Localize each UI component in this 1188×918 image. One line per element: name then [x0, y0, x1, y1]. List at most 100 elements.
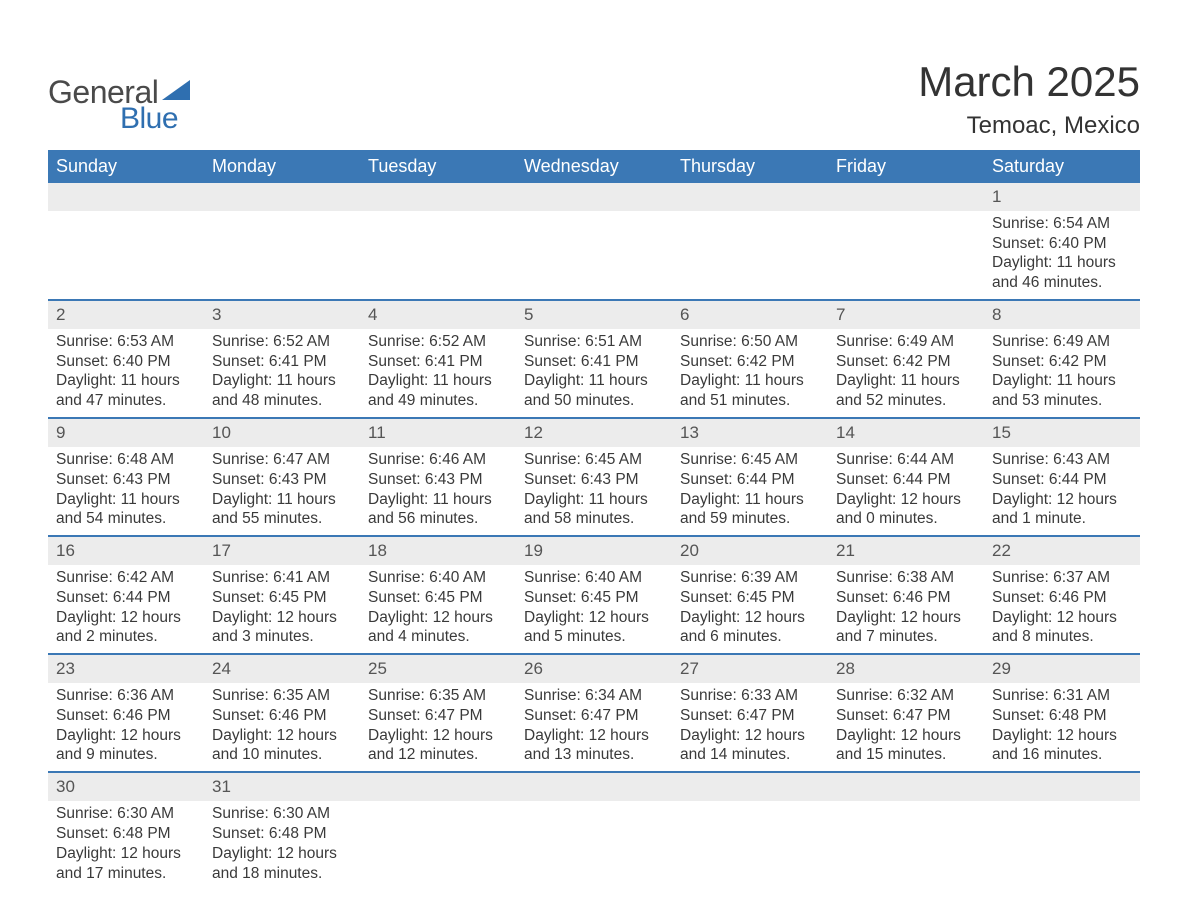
day-number-row: 3031 — [48, 772, 1140, 801]
day-ss: Sunset: 6:43 PM — [56, 470, 196, 490]
day-number-cell: 25 — [360, 654, 516, 683]
header: General Blue March 2025 Temoac, Mexico — [48, 48, 1140, 140]
day-ss: Sunset: 6:41 PM — [212, 352, 352, 372]
day-detail-cell: Sunrise: 6:32 AMSunset: 6:47 PMDaylight:… — [828, 683, 984, 772]
month-title: March 2025 — [918, 58, 1140, 106]
day-d1: Daylight: 12 hours — [212, 844, 352, 864]
day-number-cell: 4 — [360, 300, 516, 329]
day-number-cell — [828, 183, 984, 211]
day-ss: Sunset: 6:46 PM — [992, 588, 1132, 608]
day-number-cell: 31 — [204, 772, 360, 801]
day-number-cell: 16 — [48, 536, 204, 565]
day-d1: Daylight: 12 hours — [836, 608, 976, 628]
day-detail-row: Sunrise: 6:36 AMSunset: 6:46 PMDaylight:… — [48, 683, 1140, 772]
day-detail-cell: Sunrise: 6:30 AMSunset: 6:48 PMDaylight:… — [48, 801, 204, 889]
day-number-cell: 18 — [360, 536, 516, 565]
day-number-cell: 2 — [48, 300, 204, 329]
calendar-body: 1Sunrise: 6:54 AMSunset: 6:40 PMDaylight… — [48, 183, 1140, 889]
day-d2: and 59 minutes. — [680, 509, 820, 529]
day-sr: Sunrise: 6:43 AM — [992, 450, 1132, 470]
day-number-row: 1 — [48, 183, 1140, 211]
day-detail-cell: Sunrise: 6:37 AMSunset: 6:46 PMDaylight:… — [984, 565, 1140, 654]
day-ss: Sunset: 6:45 PM — [368, 588, 508, 608]
day-d1: Daylight: 12 hours — [368, 608, 508, 628]
day-header: Saturday — [984, 150, 1140, 183]
day-ss: Sunset: 6:40 PM — [992, 234, 1132, 254]
day-detail-cell — [48, 211, 204, 300]
title-block: March 2025 Temoac, Mexico — [918, 48, 1140, 140]
logo-triangle-icon — [162, 80, 190, 104]
day-detail-cell: Sunrise: 6:36 AMSunset: 6:46 PMDaylight:… — [48, 683, 204, 772]
day-d2: and 18 minutes. — [212, 864, 352, 884]
day-ss: Sunset: 6:45 PM — [524, 588, 664, 608]
day-d1: Daylight: 11 hours — [212, 490, 352, 510]
day-number-cell: 15 — [984, 418, 1140, 447]
day-d1: Daylight: 11 hours — [680, 490, 820, 510]
day-sr: Sunrise: 6:30 AM — [212, 804, 352, 824]
day-d1: Daylight: 11 hours — [56, 490, 196, 510]
day-ss: Sunset: 6:44 PM — [836, 470, 976, 490]
day-sr: Sunrise: 6:52 AM — [368, 332, 508, 352]
day-sr: Sunrise: 6:49 AM — [836, 332, 976, 352]
day-d2: and 58 minutes. — [524, 509, 664, 529]
day-d2: and 16 minutes. — [992, 745, 1132, 765]
day-detail-cell: Sunrise: 6:53 AMSunset: 6:40 PMDaylight:… — [48, 329, 204, 418]
day-sr: Sunrise: 6:36 AM — [56, 686, 196, 706]
day-detail-row: Sunrise: 6:30 AMSunset: 6:48 PMDaylight:… — [48, 801, 1140, 889]
day-d1: Daylight: 12 hours — [680, 608, 820, 628]
day-header-row: Sunday Monday Tuesday Wednesday Thursday… — [48, 150, 1140, 183]
day-ss: Sunset: 6:46 PM — [212, 706, 352, 726]
day-number-row: 9101112131415 — [48, 418, 1140, 447]
day-detail-cell: Sunrise: 6:47 AMSunset: 6:43 PMDaylight:… — [204, 447, 360, 536]
day-ss: Sunset: 6:45 PM — [212, 588, 352, 608]
day-sr: Sunrise: 6:40 AM — [524, 568, 664, 588]
day-detail-cell — [360, 801, 516, 889]
day-d2: and 3 minutes. — [212, 627, 352, 647]
day-detail-row: Sunrise: 6:48 AMSunset: 6:43 PMDaylight:… — [48, 447, 1140, 536]
day-sr: Sunrise: 6:32 AM — [836, 686, 976, 706]
day-number-cell: 1 — [984, 183, 1140, 211]
day-ss: Sunset: 6:45 PM — [680, 588, 820, 608]
day-d1: Daylight: 11 hours — [992, 253, 1132, 273]
day-d1: Daylight: 12 hours — [56, 608, 196, 628]
day-number-cell: 26 — [516, 654, 672, 683]
day-number-cell — [516, 772, 672, 801]
day-detail-cell — [516, 211, 672, 300]
day-detail-cell: Sunrise: 6:43 AMSunset: 6:44 PMDaylight:… — [984, 447, 1140, 536]
day-ss: Sunset: 6:41 PM — [368, 352, 508, 372]
day-header: Monday — [204, 150, 360, 183]
day-d2: and 9 minutes. — [56, 745, 196, 765]
day-detail-cell: Sunrise: 6:49 AMSunset: 6:42 PMDaylight:… — [984, 329, 1140, 418]
day-number-cell: 20 — [672, 536, 828, 565]
day-d1: Daylight: 12 hours — [524, 608, 664, 628]
day-d1: Daylight: 11 hours — [368, 371, 508, 391]
day-detail-cell: Sunrise: 6:52 AMSunset: 6:41 PMDaylight:… — [204, 329, 360, 418]
day-detail-cell: Sunrise: 6:31 AMSunset: 6:48 PMDaylight:… — [984, 683, 1140, 772]
day-sr: Sunrise: 6:42 AM — [56, 568, 196, 588]
day-detail-cell: Sunrise: 6:45 AMSunset: 6:43 PMDaylight:… — [516, 447, 672, 536]
day-sr: Sunrise: 6:49 AM — [992, 332, 1132, 352]
day-number-cell: 12 — [516, 418, 672, 447]
day-d1: Daylight: 12 hours — [368, 726, 508, 746]
day-d2: and 12 minutes. — [368, 745, 508, 765]
day-detail-cell: Sunrise: 6:45 AMSunset: 6:44 PMDaylight:… — [672, 447, 828, 536]
day-d1: Daylight: 11 hours — [680, 371, 820, 391]
day-d1: Daylight: 11 hours — [524, 490, 664, 510]
day-ss: Sunset: 6:42 PM — [680, 352, 820, 372]
day-ss: Sunset: 6:46 PM — [836, 588, 976, 608]
day-ss: Sunset: 6:44 PM — [56, 588, 196, 608]
day-detail-cell — [360, 211, 516, 300]
day-ss: Sunset: 6:48 PM — [212, 824, 352, 844]
day-sr: Sunrise: 6:50 AM — [680, 332, 820, 352]
day-d1: Daylight: 12 hours — [992, 608, 1132, 628]
day-detail-cell: Sunrise: 6:34 AMSunset: 6:47 PMDaylight:… — [516, 683, 672, 772]
day-sr: Sunrise: 6:51 AM — [524, 332, 664, 352]
day-number-cell: 5 — [516, 300, 672, 329]
day-number-cell: 9 — [48, 418, 204, 447]
day-ss: Sunset: 6:46 PM — [56, 706, 196, 726]
day-detail-cell: Sunrise: 6:54 AMSunset: 6:40 PMDaylight:… — [984, 211, 1140, 300]
day-ss: Sunset: 6:43 PM — [524, 470, 664, 490]
day-detail-cell — [672, 801, 828, 889]
day-d1: Daylight: 12 hours — [212, 726, 352, 746]
day-sr: Sunrise: 6:45 AM — [524, 450, 664, 470]
